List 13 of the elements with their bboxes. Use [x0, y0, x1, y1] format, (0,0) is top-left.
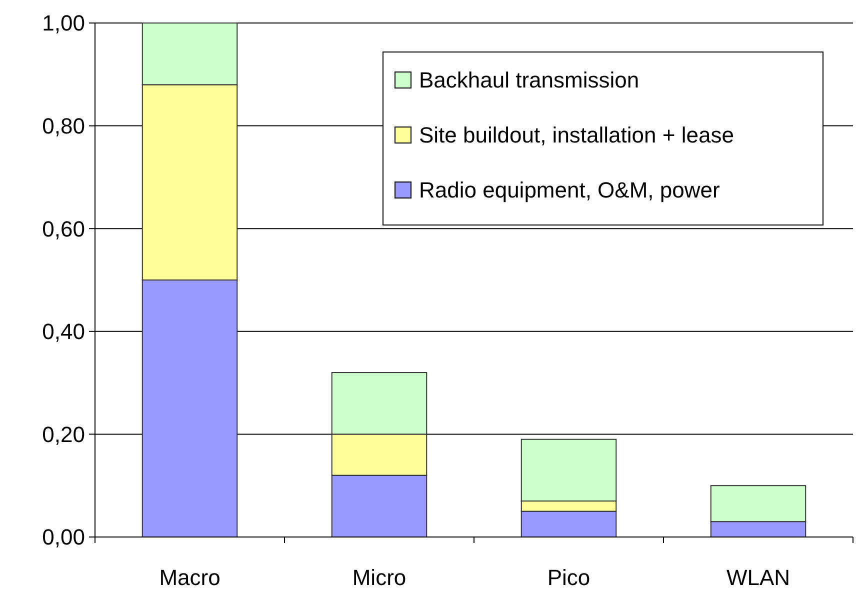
- y-tick-label: 0,40: [42, 319, 85, 344]
- x-tick-label: Pico: [547, 565, 590, 590]
- legend-label: Radio equipment, O&M, power: [419, 178, 720, 203]
- legend-label: Backhaul transmission: [419, 68, 640, 93]
- x-tick-label: Micro: [352, 565, 406, 590]
- y-tick-label: 0,00: [42, 524, 85, 550]
- x-tick-label: WLAN: [726, 565, 790, 590]
- y-tick-label: 0,60: [42, 216, 85, 242]
- legend-label: Site buildout, installation + lease: [419, 122, 734, 148]
- y-tick-label: 0,80: [42, 114, 85, 138]
- x-tick-label: Macro: [159, 565, 220, 590]
- y-tick-label: 0,20: [42, 422, 85, 447]
- y-tick-label: 1,00: [42, 10, 85, 36]
